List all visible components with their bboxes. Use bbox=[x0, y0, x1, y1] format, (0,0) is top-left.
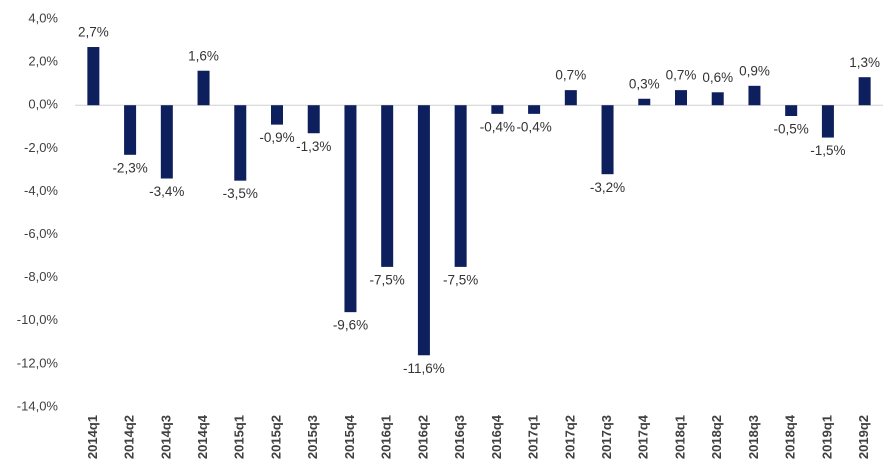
value-label: -0,5% bbox=[774, 122, 809, 137]
value-label: -0,9% bbox=[259, 130, 294, 145]
value-label: 1,6% bbox=[188, 48, 219, 63]
x-tick-label: 2016q2 bbox=[415, 415, 430, 459]
x-tick-label: 2017q3 bbox=[599, 415, 614, 459]
x-tick-label: 2016q4 bbox=[489, 414, 504, 459]
bar bbox=[564, 90, 577, 106]
bar bbox=[638, 98, 651, 106]
bar bbox=[381, 105, 394, 267]
bar bbox=[454, 105, 467, 267]
y-tick-label: -12,0% bbox=[17, 355, 59, 370]
value-label: 0,7% bbox=[555, 68, 586, 83]
value-label: -0,4% bbox=[516, 119, 551, 134]
bar bbox=[675, 90, 687, 106]
value-label: -1,3% bbox=[296, 139, 331, 154]
value-label: -0,4% bbox=[480, 119, 515, 134]
bar bbox=[711, 92, 724, 106]
x-tick-label: 2015q3 bbox=[305, 415, 320, 459]
value-label: -11,6% bbox=[403, 361, 445, 376]
bar bbox=[491, 105, 504, 114]
x-tick-label: 2018q1 bbox=[672, 415, 687, 459]
y-tick-label: -2,0% bbox=[24, 140, 58, 155]
y-tick-label: -6,0% bbox=[24, 226, 58, 241]
x-tick-label: 2017q1 bbox=[526, 415, 541, 459]
x-tick-label: 2014q3 bbox=[158, 415, 173, 459]
x-tick-label: 2015q1 bbox=[232, 415, 247, 459]
x-tick-label: 2018q4 bbox=[783, 414, 798, 459]
x-tick-label: 2018q3 bbox=[746, 415, 761, 459]
bar bbox=[271, 105, 283, 125]
x-tick-label: 2019q1 bbox=[819, 415, 834, 459]
value-label: -9,6% bbox=[333, 318, 368, 333]
bar bbox=[858, 77, 871, 106]
x-tick-label: 2014q1 bbox=[85, 415, 100, 459]
bar bbox=[601, 105, 614, 175]
bar bbox=[344, 105, 357, 313]
bar bbox=[197, 70, 210, 106]
bar bbox=[160, 105, 173, 179]
x-tick-label: 2015q4 bbox=[342, 414, 357, 459]
value-label: -1,5% bbox=[810, 143, 845, 158]
value-label: 0,3% bbox=[629, 76, 660, 91]
value-label: 2,7% bbox=[78, 25, 109, 40]
bar bbox=[528, 105, 541, 114]
y-tick-label: 4,0% bbox=[28, 10, 58, 25]
value-label: 0,7% bbox=[666, 68, 697, 83]
bar bbox=[124, 105, 137, 155]
value-label: -7,5% bbox=[443, 272, 478, 287]
bar bbox=[785, 105, 798, 116]
value-label: -7,5% bbox=[370, 272, 405, 287]
bar bbox=[748, 85, 761, 106]
value-label: 0,6% bbox=[702, 70, 733, 85]
y-tick-label: 0,0% bbox=[28, 97, 58, 112]
value-label: -3,4% bbox=[149, 184, 184, 199]
value-label: -3,5% bbox=[223, 186, 258, 201]
x-tick-label: 2019q2 bbox=[856, 415, 871, 459]
y-tick-label: -8,0% bbox=[24, 269, 58, 284]
x-tick-label: 2018q2 bbox=[709, 415, 724, 459]
bar bbox=[307, 105, 320, 134]
x-tick-label: 2016q1 bbox=[379, 415, 394, 459]
x-tick-label: 2014q2 bbox=[122, 415, 137, 459]
bar bbox=[417, 105, 430, 356]
value-label: 0,9% bbox=[739, 63, 770, 78]
bar bbox=[234, 105, 247, 181]
x-tick-label: 2016q3 bbox=[452, 415, 467, 459]
x-tick-label: 2017q4 bbox=[636, 414, 651, 459]
value-label: -2,3% bbox=[112, 160, 147, 175]
x-tick-label: 2014q4 bbox=[195, 414, 210, 459]
x-tick-label: 2017q2 bbox=[562, 415, 577, 459]
y-tick-label: -4,0% bbox=[24, 183, 58, 198]
y-tick-label: -14,0% bbox=[17, 398, 59, 413]
x-tick-label: 2015q2 bbox=[268, 415, 283, 459]
value-label: 1,3% bbox=[849, 55, 880, 70]
bar bbox=[821, 105, 834, 138]
bar bbox=[87, 47, 100, 106]
value-label: -3,2% bbox=[590, 180, 625, 195]
y-tick-label: 2,0% bbox=[28, 54, 58, 69]
y-tick-label: -10,0% bbox=[17, 312, 59, 327]
